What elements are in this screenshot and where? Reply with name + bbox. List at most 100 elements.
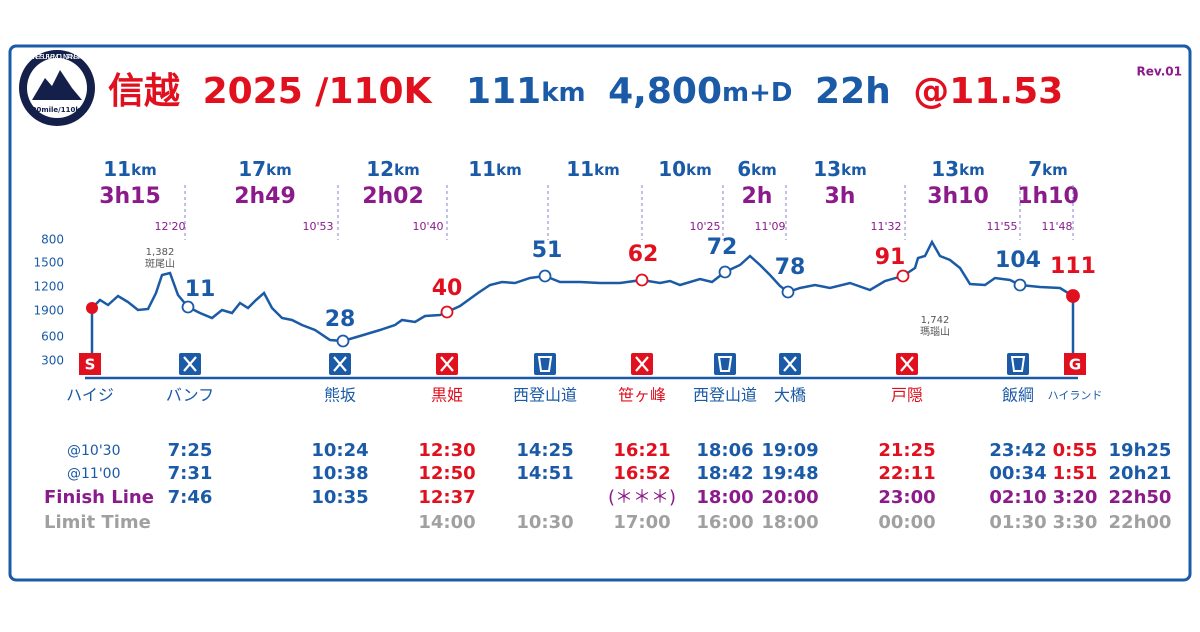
time-cell: 02:10 xyxy=(989,487,1046,508)
time-cell: 23:42 xyxy=(989,440,1046,461)
aid-km: 11 xyxy=(185,277,216,302)
title: 信越 2025 /110K 111km 4,800m+D 22h @11.53 xyxy=(108,71,1063,112)
segment-time: 2h49 xyxy=(234,184,296,209)
badge-letter: S xyxy=(85,356,96,374)
start-dot xyxy=(86,302,98,314)
station-name: 熊坂 xyxy=(324,386,356,405)
station-name: 大橋 xyxy=(774,386,806,405)
segment-distance: 6km xyxy=(737,157,777,181)
time-cell: 10:35 xyxy=(311,487,368,508)
segment-distance: 12km xyxy=(366,157,419,181)
time-cell: 12:50 xyxy=(418,463,475,484)
elevation-profile xyxy=(91,239,1074,343)
peak-name: 瑪瑙山 xyxy=(920,326,950,338)
aid-point xyxy=(336,334,350,348)
time-cell: 21:25 xyxy=(878,440,935,461)
station-name: バンフ xyxy=(166,386,214,405)
distance-value: 11 xyxy=(103,157,131,181)
time-cell: 10:30 xyxy=(516,512,573,533)
segment-time: 1h10 xyxy=(1017,184,1079,209)
fork-spoon xyxy=(183,356,197,372)
distance-unit: km xyxy=(131,161,157,179)
time-cell: 1:51 xyxy=(1053,463,1098,484)
time-cell: 17:00 xyxy=(613,512,670,533)
aid-km: 78 xyxy=(775,255,806,280)
time-cell: 20h21 xyxy=(1109,463,1172,484)
time-cell: 22h00 xyxy=(1109,512,1172,533)
revision: Rev.01 xyxy=(1137,65,1182,79)
distance-value: 17 xyxy=(238,157,266,181)
aid-km: 28 xyxy=(325,307,356,332)
distance-value: 13 xyxy=(931,157,959,181)
segment-time: 3h15 xyxy=(99,184,161,209)
time-cell: 19h25 xyxy=(1109,440,1172,461)
title-time: 22h xyxy=(815,71,891,112)
time-cell: 18:42 xyxy=(696,463,753,484)
row-label: @11'00 xyxy=(67,466,120,482)
station-name: 飯綱 xyxy=(1002,386,1034,405)
time-cell: 00:34 xyxy=(989,463,1046,484)
aid-km: 104 xyxy=(995,248,1041,273)
time-cell: 16:21 xyxy=(613,440,670,461)
logo-ring: SHINETSU FIVE MOUNTAINS TRAIL xyxy=(27,53,87,61)
time-cell: 18:00 xyxy=(696,487,753,508)
logo-sub: 100mile/110km xyxy=(27,106,88,114)
logo: SHINETSU FIVE MOUNTAINS TRAIL 100mile/11… xyxy=(19,50,95,126)
aid-point xyxy=(896,269,910,283)
distance-value: 11 xyxy=(566,157,594,181)
time-cell: 12:30 xyxy=(418,440,475,461)
split-time: 10'53 xyxy=(302,220,333,233)
time-cell: 19:09 xyxy=(761,440,818,461)
fork-spoon xyxy=(900,356,914,372)
time-cell: 14:25 xyxy=(516,440,573,461)
distance-unit: km xyxy=(266,161,292,179)
aid-point xyxy=(718,265,732,279)
time-cell: 7:25 xyxy=(168,440,213,461)
distance-value: 11 xyxy=(468,157,496,181)
badge xyxy=(79,353,101,375)
distance-unit: km xyxy=(394,161,420,179)
time-cell: 10:24 xyxy=(311,440,368,461)
time-cell: 18:00 xyxy=(761,512,818,533)
fork-spoon xyxy=(440,356,454,372)
cup xyxy=(537,356,553,372)
time-cell: 01:30 xyxy=(989,512,1046,533)
peak-elevation: 1,742 xyxy=(921,315,950,326)
distance-unit: km xyxy=(594,161,620,179)
station-name: 西登山道 xyxy=(693,386,757,405)
title-dist-unit: km xyxy=(541,78,585,108)
distance-value: 10 xyxy=(658,157,686,181)
title-gain: 4,800 xyxy=(608,71,722,112)
segment-distance: 7km xyxy=(1028,157,1068,181)
distance-unit: km xyxy=(959,161,985,179)
elevation-label: 600 xyxy=(41,330,64,344)
segment-time: 3h10 xyxy=(927,184,989,209)
station-name: 黒姫 xyxy=(431,386,463,405)
time-cell: 22:11 xyxy=(878,463,935,484)
segment-time: 3h xyxy=(825,184,856,209)
aid-point xyxy=(538,269,552,283)
split-time: 11'32 xyxy=(870,220,901,233)
station-name: 西登山道 xyxy=(513,386,577,405)
split-time: 12'20 xyxy=(154,220,185,233)
aid-point xyxy=(1013,278,1027,292)
row-label: Limit Time xyxy=(44,512,151,533)
aid-km: 51 xyxy=(532,238,563,263)
segment-distance: 17km xyxy=(238,157,291,181)
frame xyxy=(8,44,1192,582)
time-cell: 16:52 xyxy=(613,463,670,484)
split-time: 10'25 xyxy=(689,220,720,233)
segment-distance: 11km xyxy=(103,157,156,181)
time-cell: 3:30 xyxy=(1053,512,1098,533)
row-label: @10'30 xyxy=(67,443,120,459)
time-cell: 12:37 xyxy=(418,487,475,508)
aid-km: 40 xyxy=(432,276,463,301)
distance-unit: km xyxy=(686,161,712,179)
aid-point xyxy=(440,305,454,319)
distance-value: 6 xyxy=(737,157,751,181)
split-time: 11'48 xyxy=(1041,220,1072,233)
elevation-label: 800 xyxy=(41,233,64,247)
